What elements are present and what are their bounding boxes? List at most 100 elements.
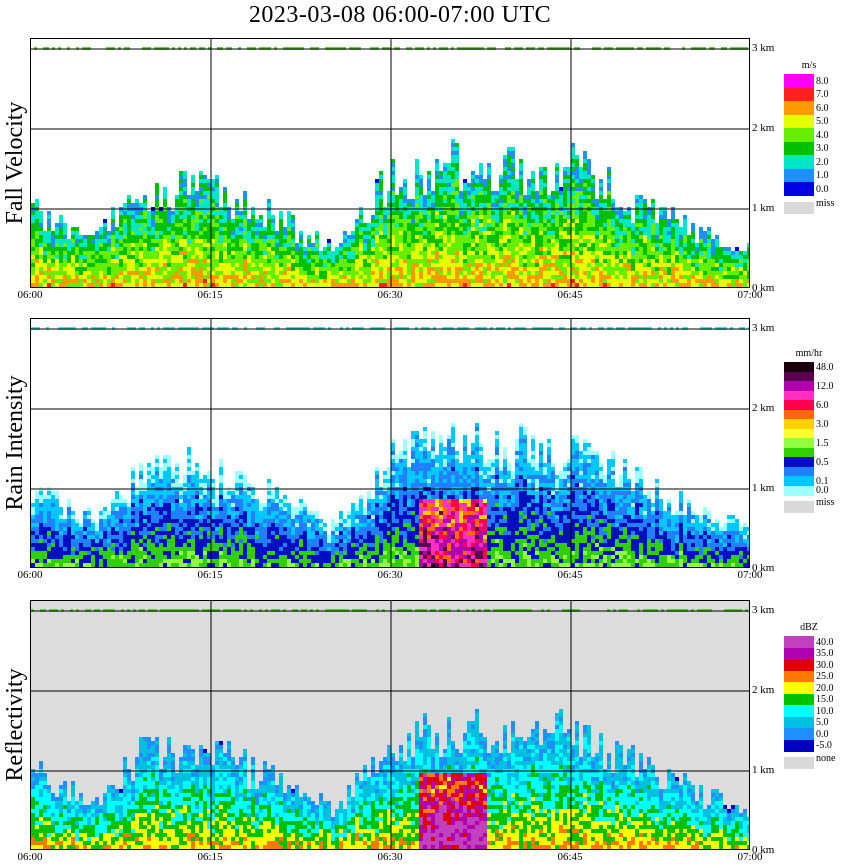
data-cell xyxy=(399,263,403,267)
data-cell xyxy=(575,191,579,195)
data-cell xyxy=(207,179,211,183)
data-cell xyxy=(455,227,459,231)
data-cell xyxy=(367,227,371,231)
data-cell xyxy=(439,259,443,263)
data-cell xyxy=(567,251,571,255)
data-cell xyxy=(583,163,587,167)
data-cell xyxy=(87,539,91,543)
data-cell xyxy=(171,535,175,539)
data-cell xyxy=(163,199,167,203)
data-cell xyxy=(431,231,435,235)
data-cell xyxy=(99,279,103,283)
data-cell xyxy=(31,519,35,523)
data-cell xyxy=(315,239,319,243)
data-cell xyxy=(375,247,379,251)
data-cell xyxy=(167,247,171,251)
data-cell xyxy=(355,231,359,235)
data-cell xyxy=(519,243,523,247)
data-cell xyxy=(43,547,47,551)
data-cell xyxy=(455,155,459,159)
data-cell xyxy=(251,243,255,247)
data-cell xyxy=(79,271,83,275)
data-cell xyxy=(95,255,99,259)
data-cell xyxy=(463,279,467,283)
data-cell xyxy=(199,279,203,283)
data-cell xyxy=(47,539,51,543)
data-cell xyxy=(167,511,171,515)
data-cell xyxy=(243,283,247,287)
data-cell xyxy=(455,171,459,175)
data-cell xyxy=(543,231,547,235)
data-cell xyxy=(531,211,535,215)
data-cell xyxy=(611,239,615,243)
data-cell xyxy=(163,223,167,227)
data-cell xyxy=(747,247,749,251)
data-cell xyxy=(191,215,195,219)
data-cell xyxy=(463,195,467,199)
data-cell xyxy=(35,215,39,219)
data-cell xyxy=(683,267,687,271)
data-cell xyxy=(171,235,175,239)
data-cell xyxy=(227,243,231,247)
data-cell xyxy=(263,243,267,247)
data-cell xyxy=(123,271,127,275)
data-cell xyxy=(63,255,67,259)
data-cell xyxy=(503,283,507,287)
data-cell xyxy=(395,231,399,235)
data-cell xyxy=(559,199,563,203)
data-cell xyxy=(735,267,739,271)
data-cell xyxy=(511,267,515,271)
data-cell xyxy=(43,235,47,239)
data-cell xyxy=(243,215,247,219)
data-cell xyxy=(55,267,59,271)
data-cell xyxy=(507,247,511,251)
data-cell xyxy=(739,263,743,267)
data-cell xyxy=(99,523,103,527)
data-cell xyxy=(515,255,519,259)
data-cell xyxy=(571,195,575,199)
data-cell xyxy=(623,239,627,243)
data-cell xyxy=(159,475,163,479)
data-cell xyxy=(395,267,399,271)
data-cell xyxy=(143,491,147,495)
data-cell xyxy=(539,275,543,279)
data-cell xyxy=(699,235,703,239)
data-cell xyxy=(179,555,183,559)
data-cell xyxy=(155,551,159,555)
data-cell xyxy=(399,235,403,239)
data-cell xyxy=(43,559,47,563)
data-cell xyxy=(147,563,151,567)
data-cell xyxy=(355,283,359,287)
data-cell xyxy=(199,263,203,267)
data-cell xyxy=(479,191,483,195)
data-cell xyxy=(151,547,155,551)
data-cell xyxy=(515,179,519,183)
data-cell xyxy=(43,543,47,547)
data-cell xyxy=(383,279,387,283)
data-cell xyxy=(523,223,527,227)
data-cell xyxy=(563,239,567,243)
data-cell xyxy=(531,259,535,263)
data-cell xyxy=(403,279,407,283)
data-cell xyxy=(171,543,175,547)
data-cell xyxy=(627,219,631,223)
data-cell xyxy=(183,219,187,223)
data-cell xyxy=(311,251,315,255)
data-cell xyxy=(191,239,195,243)
data-cell xyxy=(607,227,611,231)
data-cell xyxy=(99,563,103,567)
data-cell xyxy=(399,219,403,223)
data-cell xyxy=(427,215,431,219)
data-cell xyxy=(235,247,239,251)
data-cell xyxy=(355,219,359,223)
data-cell xyxy=(487,199,491,203)
data-cell xyxy=(699,239,703,243)
data-cell xyxy=(407,243,411,247)
data-cell xyxy=(239,243,243,247)
data-cell xyxy=(67,243,71,247)
data-cell xyxy=(407,275,411,279)
data-cell xyxy=(91,523,95,527)
data-cell xyxy=(367,235,371,239)
data-cell xyxy=(455,147,459,151)
data-cell xyxy=(63,547,67,551)
